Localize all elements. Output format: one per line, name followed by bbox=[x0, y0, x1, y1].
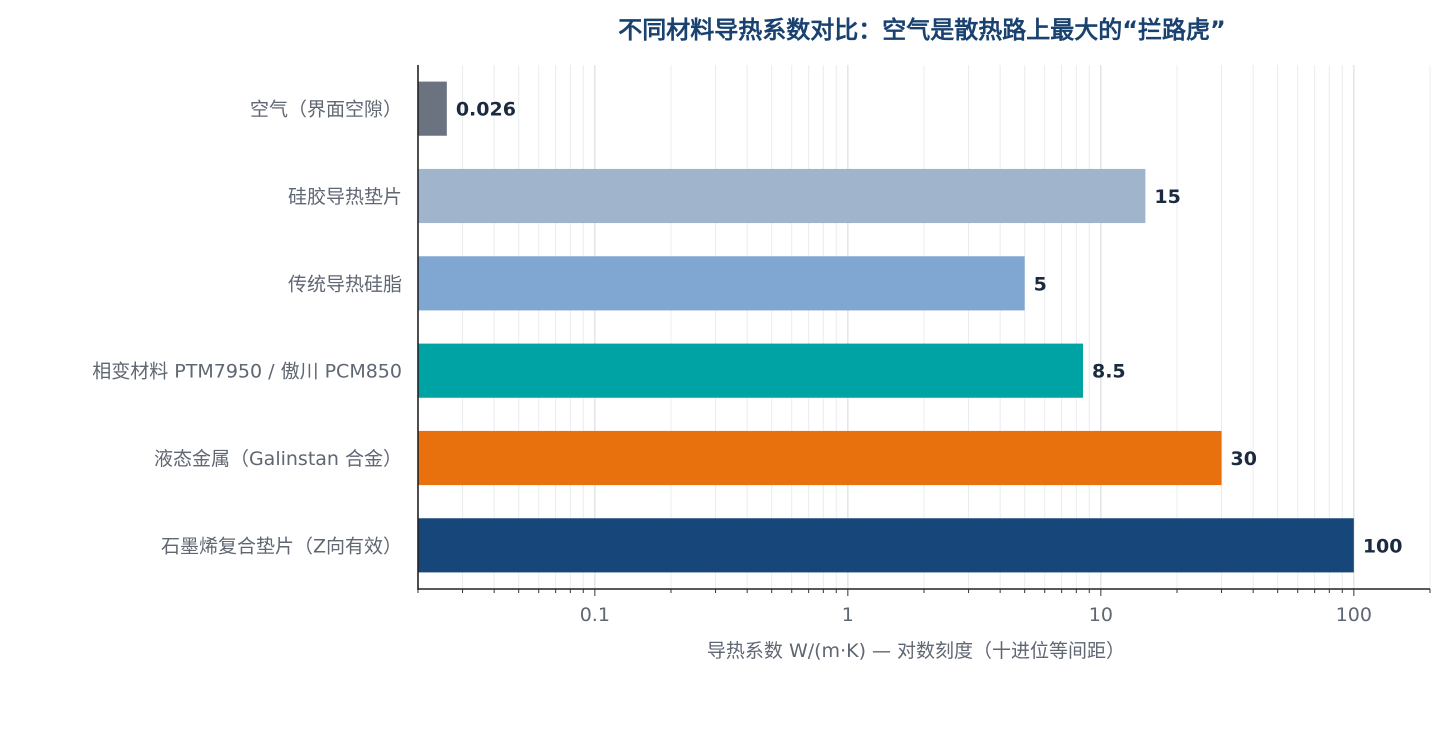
bar bbox=[418, 430, 1222, 486]
x-tick-label: 1 bbox=[842, 604, 854, 626]
category-label: 液态金属（Galinstan 合金） bbox=[154, 448, 402, 470]
value-label: 0.026 bbox=[456, 99, 516, 121]
x-axis-title: 导热系数 W/(m·K) — 对数刻度（十进位等间距） bbox=[707, 640, 1125, 662]
value-label: 30 bbox=[1231, 448, 1257, 470]
gridlines bbox=[417, 65, 1431, 589]
bar bbox=[418, 81, 447, 136]
bar bbox=[418, 256, 1025, 311]
category-label: 硅胶导热垫片 bbox=[288, 186, 402, 208]
x-ticks: 0.1 1 10 100 bbox=[417, 589, 1431, 626]
category-label: 石墨烯复合垫片（Z向有效） bbox=[161, 535, 402, 557]
bars-group bbox=[418, 81, 1354, 573]
bar bbox=[418, 518, 1354, 573]
x-tick-label: 10 bbox=[1089, 604, 1113, 626]
bar bbox=[418, 168, 1146, 224]
value-label: 5 bbox=[1034, 273, 1047, 295]
x-tick-label: 0.1 bbox=[580, 604, 610, 626]
category-label: 传统导热硅脂 bbox=[288, 273, 402, 295]
value-label: 100 bbox=[1363, 535, 1403, 557]
bar bbox=[418, 343, 1083, 398]
value-label: 15 bbox=[1154, 186, 1180, 208]
chart-title: 不同材料导热系数对比：空气是散热路上最大的“拦路虎” bbox=[618, 16, 1226, 44]
x-tick-label: 100 bbox=[1336, 604, 1372, 626]
value-labels: 0.026 15 5 8.5 30 100 bbox=[456, 99, 1403, 558]
category-label: 相变材料 PTM7950 / 傲川 PCM850 bbox=[92, 361, 402, 383]
value-label: 8.5 bbox=[1092, 361, 1126, 383]
category-label: 空气（界面空隙） bbox=[250, 99, 402, 121]
